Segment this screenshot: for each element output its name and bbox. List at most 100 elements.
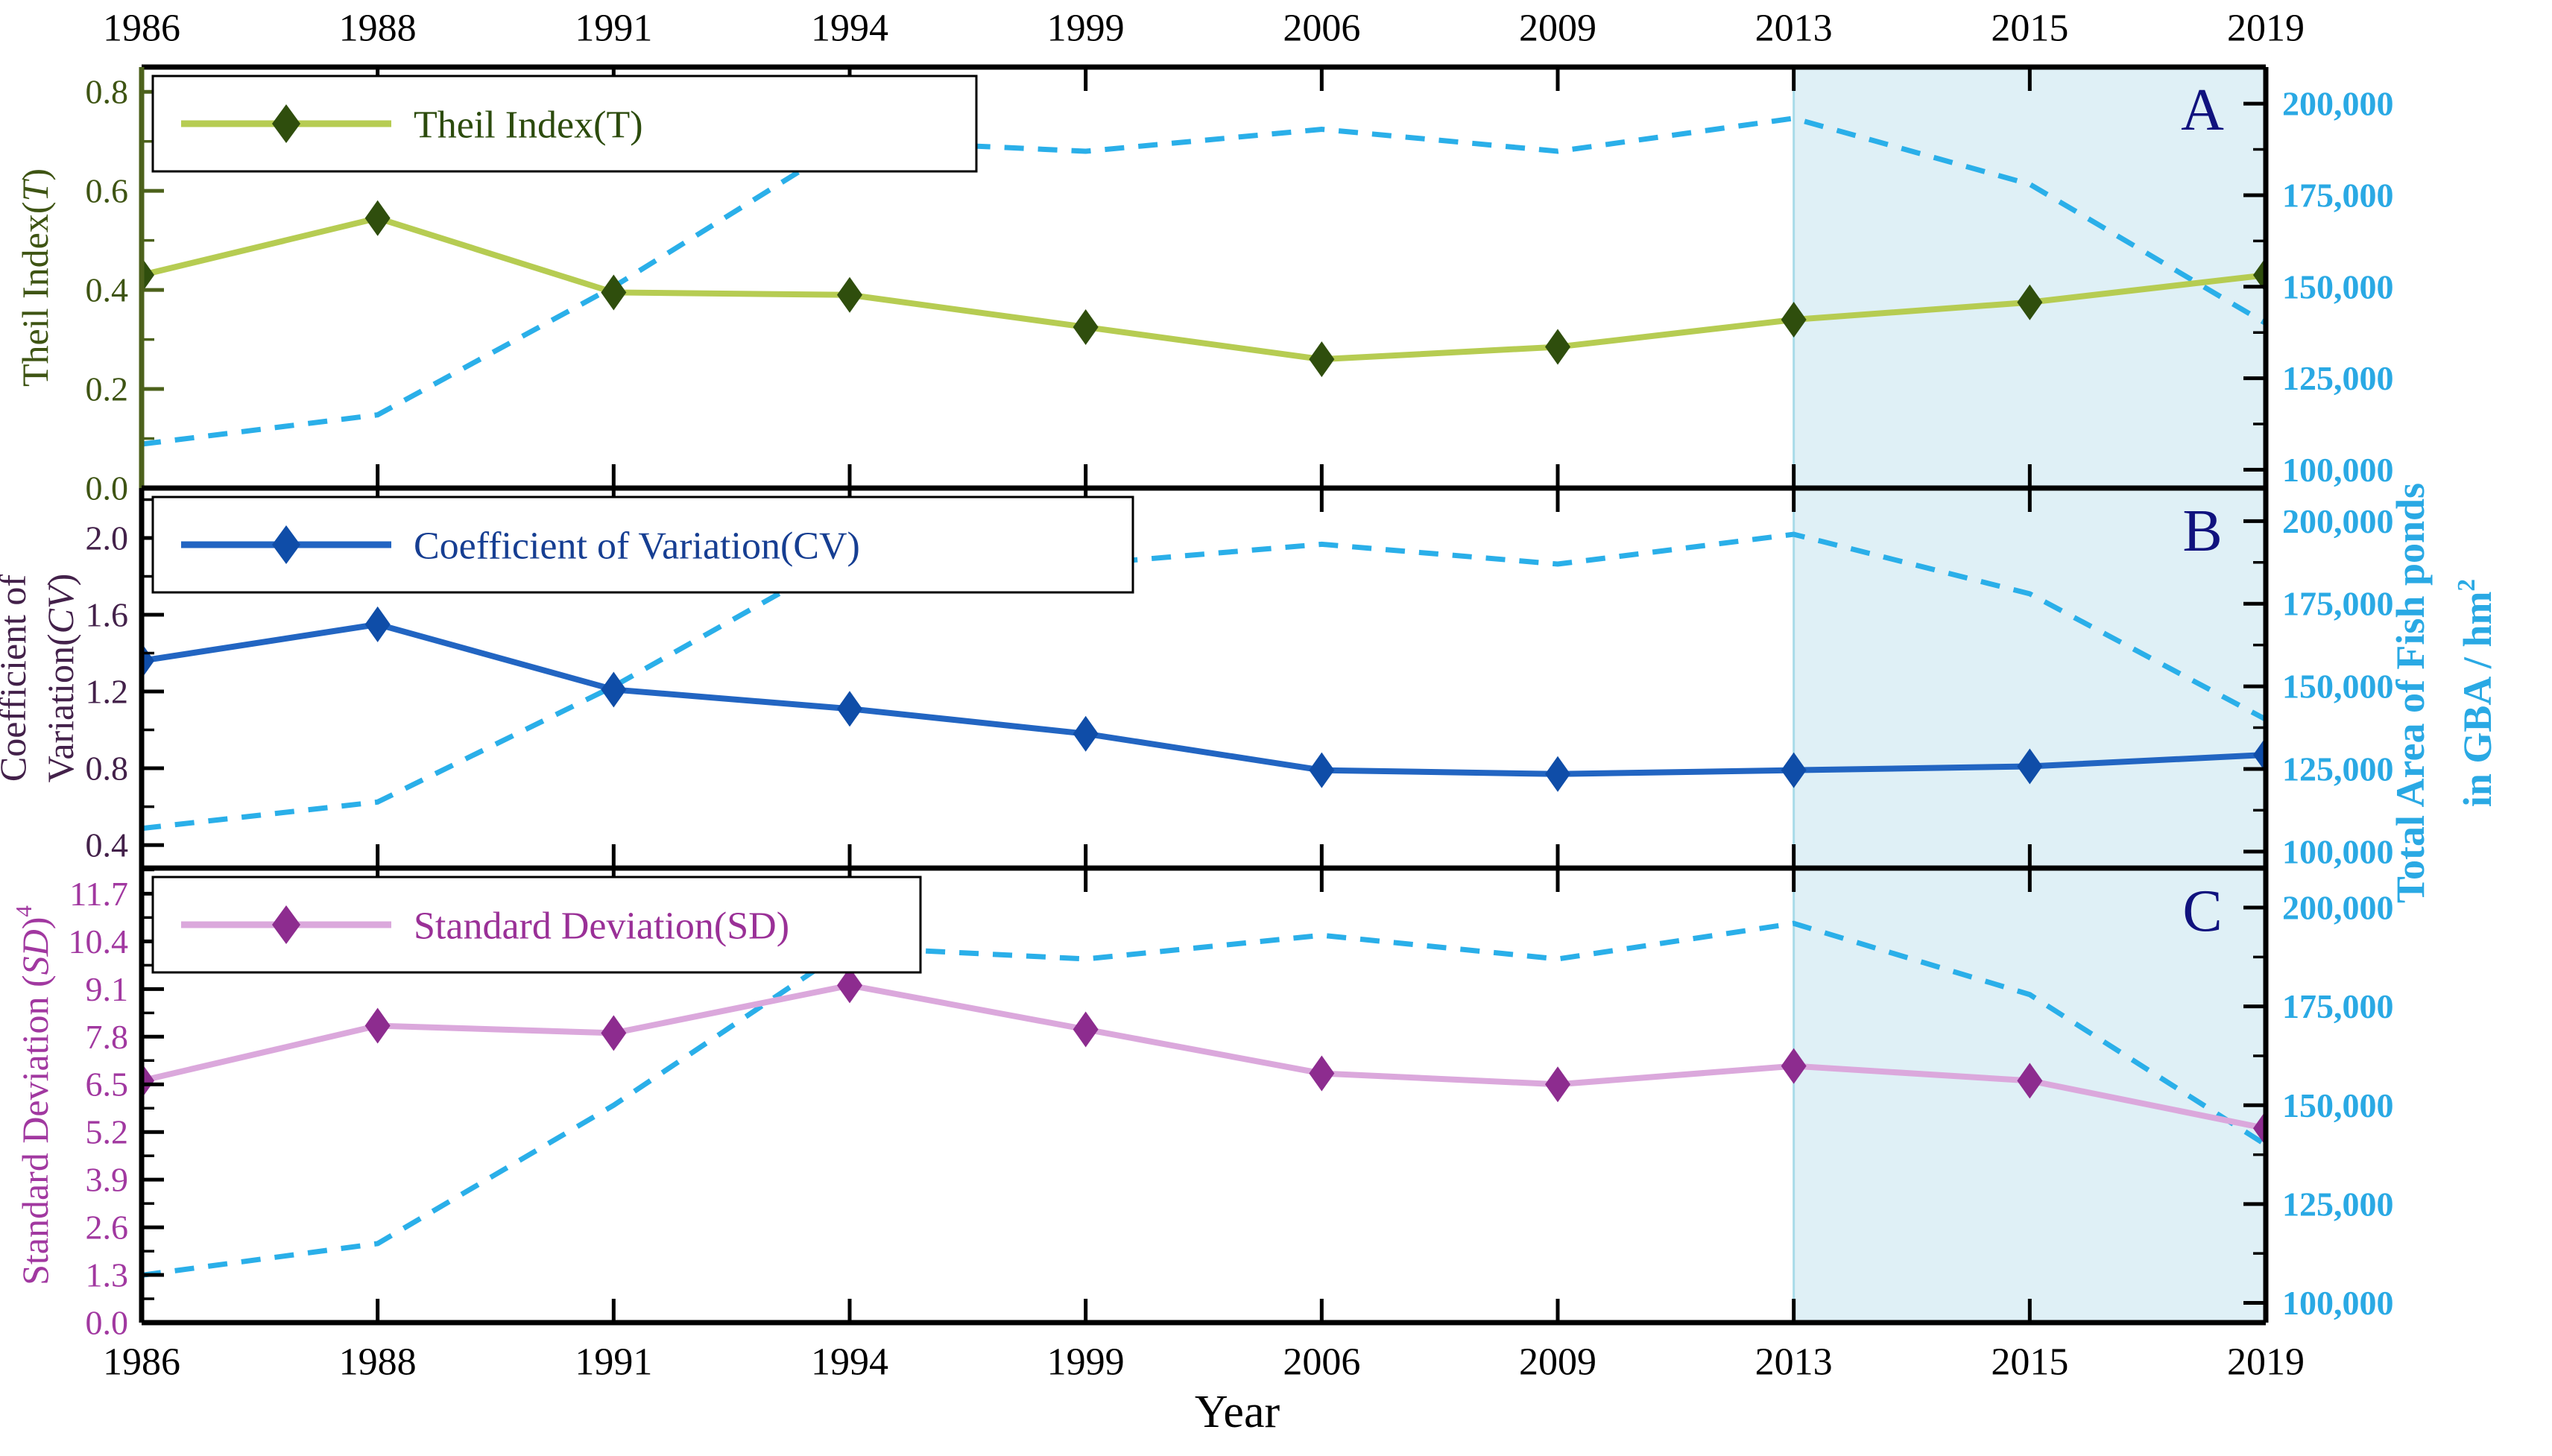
theil-marker xyxy=(2253,257,2266,294)
sd-legend-label: Standard Deviation(SD) xyxy=(414,905,789,948)
sd-ytick-label: 2.6 xyxy=(86,1209,129,1247)
cv-ytick-label: 1.6 xyxy=(86,596,129,634)
sd-axis-title: Standard Deviation (SD)4 xyxy=(10,905,56,1285)
top-year-label: 1986 xyxy=(103,7,180,50)
bottom-year-label: 1999 xyxy=(1047,1341,1125,1384)
top-year-label: 1988 xyxy=(339,7,417,50)
cv-data-group xyxy=(142,531,2266,832)
cv-ticks: 0.4 0.8 1.2 1.6 2.0 100,000 125,000 150,000 175,… xyxy=(86,488,2394,870)
top-year-label: 2015 xyxy=(1991,7,2068,50)
theil-marker xyxy=(1309,341,1335,378)
sd-marker xyxy=(601,1015,627,1051)
theil-legend-label: Theil Index(T) xyxy=(414,104,643,147)
sd-ytick-label: 7.8 xyxy=(86,1018,129,1056)
area-ytick-label: 150,000 xyxy=(2282,1086,2394,1124)
theil-marker xyxy=(2017,284,2043,320)
top-year-label: 2009 xyxy=(1519,7,1596,50)
theil-legend: Theil Index(T) xyxy=(151,75,978,173)
bottom-year-label: 2006 xyxy=(1283,1341,1360,1384)
sd-ytick-label: 5.2 xyxy=(86,1113,129,1151)
bottom-year-label: 2013 xyxy=(1755,1341,1833,1384)
legend-marker-sample xyxy=(272,905,300,944)
total-area-dashed-line xyxy=(142,531,2266,832)
top-year-label: 2019 xyxy=(2227,7,2305,50)
cv-axis-title-line1: Coefficient of xyxy=(0,575,34,782)
theil-marker xyxy=(1073,308,1099,345)
sd-line xyxy=(142,982,2266,1132)
bottom-year-label: 2019 xyxy=(2227,1341,2305,1384)
sd-ticks: 0.0 1.3 2.6 3.9 5.2 6.5 7.8 9.1 10.4 11.7 100,000 1… xyxy=(69,868,2394,1342)
cv-marker xyxy=(1073,715,1099,752)
cv-legend-label: Coefficient of Variation(CV) xyxy=(414,525,860,568)
theil-marker xyxy=(142,257,154,294)
area-ytick-label: 100,000 xyxy=(2282,451,2394,489)
top-year-label: 2006 xyxy=(1283,7,1360,50)
theil-ytick-label: 0.0 xyxy=(86,469,129,507)
sd-ytick-label: 11.7 xyxy=(69,875,128,913)
sd-data-group xyxy=(142,920,2266,1278)
bottom-year-label: 1986 xyxy=(103,1341,180,1384)
sd-ytick-label: 10.4 xyxy=(69,922,129,960)
panel-letter-B: B xyxy=(2182,498,2222,564)
cv-marker xyxy=(1309,752,1335,788)
theil-line xyxy=(142,215,2266,363)
top-year-label: 1991 xyxy=(575,7,652,50)
sd-ytick-label: 1.3 xyxy=(86,1256,129,1294)
area-ytick-label: 100,000 xyxy=(2282,1284,2394,1322)
theil-ytick-label: 0.8 xyxy=(86,73,129,111)
bottom-year-label: 1991 xyxy=(575,1341,652,1384)
cv-ytick-label: 0.8 xyxy=(86,750,129,788)
cv-ytick-label: 2.0 xyxy=(86,519,129,557)
theil-marker xyxy=(1545,329,1570,365)
cv-axis-title-line2: Variation(CV) xyxy=(40,574,81,783)
panel-letter-A: A xyxy=(2181,77,2224,143)
area-ytick-label: 125,000 xyxy=(2282,1185,2394,1223)
panel-letter-C: C xyxy=(2182,879,2222,944)
cv-marker xyxy=(2253,737,2266,773)
theil-ytick-label: 0.2 xyxy=(86,370,129,408)
area-ytick-label: 175,000 xyxy=(2282,585,2394,623)
panel-theil: 0.0 0.2 0.4 0.6 0.8 100,000 125,000 150,000 175,… xyxy=(14,64,2394,507)
cv-ytick-label: 0.4 xyxy=(86,826,129,864)
cv-marker xyxy=(2017,748,2043,785)
theil-marker xyxy=(364,200,391,236)
top-year-label: 1994 xyxy=(811,7,888,50)
bottom-year-label: 1988 xyxy=(339,1341,417,1384)
area-ytick-label: 200,000 xyxy=(2282,889,2394,927)
theil-ytick-label: 0.6 xyxy=(86,172,129,210)
total-area-dashed-line xyxy=(142,920,2266,1278)
top-year-label: 2013 xyxy=(1755,7,1833,50)
cv-marker xyxy=(601,671,627,708)
projection-shade-region xyxy=(1793,67,2266,1323)
sd-legend: Standard Deviation(SD) xyxy=(151,876,922,974)
sd-ytick-label: 3.9 xyxy=(86,1161,129,1199)
theil-ticks: 0.0 0.2 0.4 0.6 0.8 100,000 125,000 150,000 175,… xyxy=(86,67,2394,507)
sd-marker xyxy=(1545,1066,1570,1103)
sd-ytick-label: 9.1 xyxy=(86,970,129,1008)
sd-marker xyxy=(364,1007,391,1044)
area-ytick-label: 200,000 xyxy=(2282,502,2394,540)
x-axis-title: Year xyxy=(1195,1387,1280,1437)
sd-ytick-label: 6.5 xyxy=(86,1066,129,1104)
cv-marker xyxy=(1545,756,1570,792)
theil-data-group xyxy=(142,115,2266,447)
legend-marker-sample xyxy=(272,104,300,143)
sd-marker xyxy=(142,1063,154,1099)
legend-marker-sample xyxy=(272,525,300,564)
sd-marker xyxy=(837,967,862,1004)
theil-marker xyxy=(837,276,862,313)
area-axis-title-line1: Total Area of Fish ponds xyxy=(2388,483,2433,903)
theil-marker xyxy=(601,274,627,311)
cv-legend: Coefficient of Variation(CV) xyxy=(151,496,1134,594)
area-ytick-label: 125,000 xyxy=(2282,750,2394,788)
area-axis-title-line2: in GBA / hm2 xyxy=(2453,579,2500,807)
theil-axis-title: Theil Index(T) xyxy=(14,168,56,387)
bottom-year-label: 2009 xyxy=(1519,1341,1596,1384)
sd-marker xyxy=(2017,1063,2043,1099)
sd-marker xyxy=(1073,1011,1099,1048)
sd-marker xyxy=(1781,1048,1807,1084)
theil-ytick-label: 0.4 xyxy=(86,271,129,309)
panel-sd: 0.0 1.3 2.6 3.9 5.2 6.5 7.8 9.1 10.4 11.7 100,000 1… xyxy=(10,865,2394,1342)
